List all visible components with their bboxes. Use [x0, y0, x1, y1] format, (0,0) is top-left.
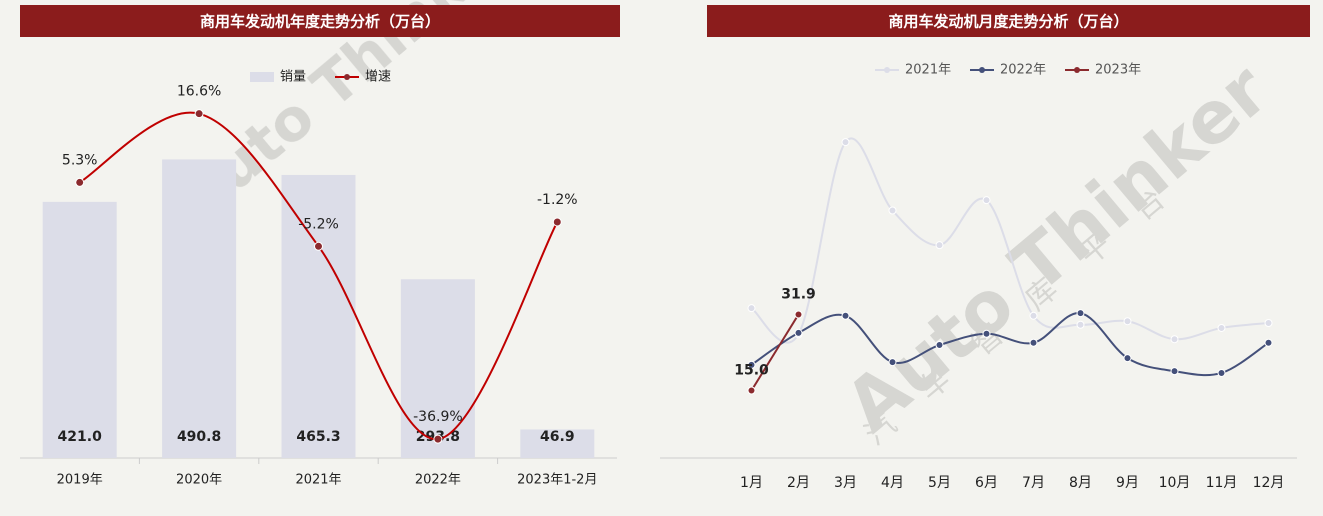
- series-point: [1029, 338, 1038, 347]
- bar: [162, 159, 237, 458]
- growth-point: [552, 217, 562, 227]
- series-point: [982, 329, 991, 338]
- growth-label: -5.2%: [298, 216, 339, 232]
- x-tick-label: 10月: [1159, 475, 1191, 491]
- bar-value-label: 465.3: [296, 429, 340, 445]
- series-point: [747, 304, 756, 313]
- growth-label: -1.2%: [537, 192, 578, 208]
- growth-line: [79, 111, 559, 441]
- series-point: [1217, 368, 1226, 377]
- series-point: [1076, 320, 1085, 329]
- series-point: [1029, 311, 1038, 320]
- legend-marker: [884, 67, 890, 73]
- series-point: [982, 196, 991, 205]
- growth-point: [433, 434, 443, 444]
- x-tick-label: 1月: [740, 475, 763, 491]
- series-point: [935, 241, 944, 250]
- growth-point: [75, 177, 85, 187]
- bar: [400, 279, 475, 458]
- x-tick-label: 2月: [787, 475, 810, 491]
- series-point: [1076, 309, 1085, 318]
- bar: [281, 174, 356, 458]
- x-tick-label: 2023年1-2月: [517, 473, 597, 488]
- series-point: [841, 138, 850, 147]
- series-point: [841, 311, 850, 320]
- series-point: [888, 358, 897, 367]
- series-point: [888, 206, 897, 215]
- title-bar: [707, 5, 1310, 37]
- legend-swatch: [250, 72, 274, 82]
- bar-value-label: 421.0: [58, 429, 103, 445]
- title-bar: [20, 5, 620, 37]
- series-point: [1264, 338, 1273, 347]
- growth-point: [314, 241, 323, 251]
- bar: [520, 429, 595, 458]
- x-tick-label: 5月: [928, 475, 951, 491]
- x-tick-label: 7月: [1022, 475, 1045, 491]
- x-tick-label: 2022年: [415, 473, 461, 488]
- legend-label: 2021年: [905, 63, 951, 78]
- series-point: [747, 360, 756, 369]
- series-point: [935, 341, 944, 350]
- point-label: 15.0: [734, 363, 769, 379]
- series-point: [794, 310, 803, 319]
- legend-label: 增速: [365, 70, 391, 85]
- series-point: [1217, 323, 1226, 332]
- x-tick-label: 3月: [834, 475, 857, 491]
- series-point: [1123, 317, 1132, 326]
- growth-label: -36.9%: [413, 409, 463, 425]
- bar: [42, 201, 117, 458]
- series-point: [1170, 335, 1179, 344]
- series-point: [1123, 354, 1132, 363]
- x-tick-label: 2021年: [295, 473, 341, 488]
- series-point: [1170, 367, 1179, 376]
- x-tick-label: 2019年: [57, 473, 103, 488]
- bar-value-label: 490.8: [177, 429, 221, 445]
- legend-marker: [344, 74, 350, 80]
- x-tick-label: 6月: [975, 475, 998, 491]
- series-line: [750, 313, 800, 392]
- series-point: [794, 328, 803, 337]
- x-tick-label: 12月: [1253, 475, 1285, 491]
- growth-point: [194, 109, 204, 119]
- legend-marker: [979, 67, 985, 73]
- point-label: 31.9: [781, 286, 816, 302]
- chart-title: 商用车发动机年度走势分析（万台）: [200, 13, 440, 31]
- x-tick-label: 2020年: [176, 473, 222, 488]
- series-point: [747, 386, 756, 395]
- x-tick-label: 4月: [881, 475, 904, 491]
- chart-title: 商用车发动机月度走势分析（万台）: [888, 13, 1128, 31]
- legend-label: 2023年: [1095, 63, 1141, 78]
- x-tick-label: 9月: [1116, 475, 1139, 491]
- legend-marker: [1074, 67, 1080, 73]
- x-tick-label: 8月: [1069, 475, 1092, 491]
- legend-label: 2022年: [1000, 63, 1046, 78]
- growth-label: 16.6%: [177, 84, 221, 100]
- bar-value-label: 46.9: [540, 429, 575, 445]
- series-point: [1264, 319, 1273, 327]
- growth-label: 5.3%: [62, 152, 98, 168]
- legend-label: 销量: [280, 70, 306, 85]
- x-tick-label: 11月: [1206, 475, 1238, 491]
